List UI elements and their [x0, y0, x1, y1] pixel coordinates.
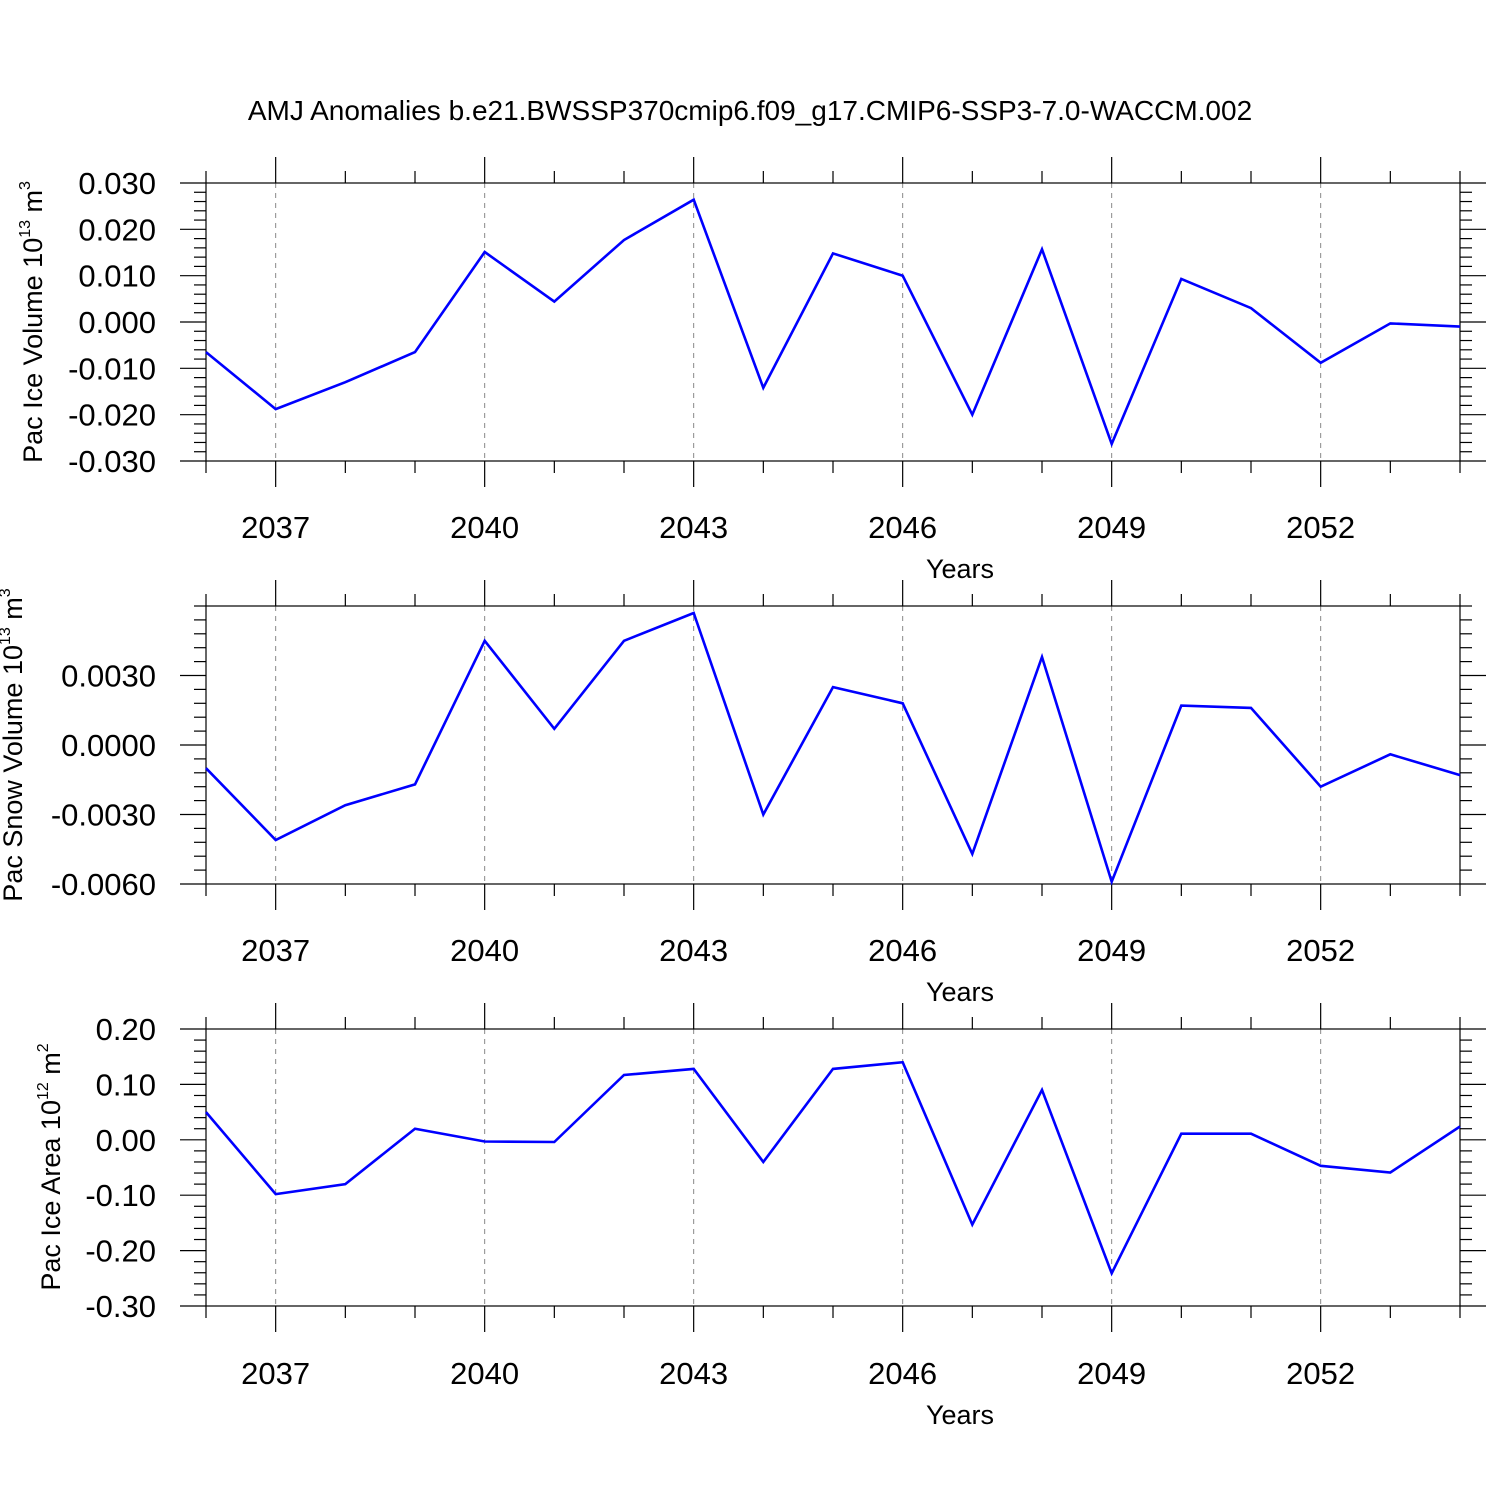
y-axis-label-exponent: 13: [17, 220, 34, 238]
y-tick-label: 0.10: [96, 1067, 156, 1102]
y-tick-label: 0.010: [78, 259, 156, 294]
x-axis-label: Years: [926, 1400, 994, 1430]
y-tick-label: -0.20: [85, 1234, 156, 1269]
y-tick-label: 0.00: [96, 1123, 156, 1158]
series-line: [205, 1060, 1461, 1277]
y-tick-label: 0.000: [78, 305, 156, 340]
y-axis-label-text: m: [36, 1052, 66, 1082]
plot-frame: [205, 605, 1461, 885]
y-axis-label-exponent: 2: [35, 1043, 52, 1052]
panel-snow-volume: 2037 2040 2043 2046 2049 2052 0.0030 0.0000 -0.0…: [0, 580, 1486, 1007]
x-tick-label: 2049: [1077, 933, 1146, 968]
figure-title: AMJ Anomalies b.e21.BWSSP370cmip6.f09_g1…: [248, 95, 1252, 126]
y-tick-label: 0.030: [78, 166, 156, 201]
x-axis-label: Years: [926, 554, 994, 584]
y-axis-label: Pac Ice Area 1012 m2: [35, 1043, 66, 1290]
y-axis-label-exponent: 12: [35, 1082, 52, 1100]
series-line: [205, 611, 1461, 886]
x-tick-label: 2043: [659, 1356, 728, 1391]
series-line: [205, 197, 1461, 448]
x-axis-label: Years: [926, 977, 994, 1007]
panel-ice-volume: 2037 2040 2043 2046 2049 2052 0.030 0.020 0.010 0…: [17, 157, 1486, 584]
y-tick-label: -0.10: [85, 1178, 156, 1213]
y-axis-label-text: m: [18, 190, 48, 220]
y-tick-label: -0.020: [68, 398, 156, 433]
x-tick-label: 2046: [868, 933, 937, 968]
y-axis-label-text: m: [0, 597, 28, 627]
y-axis-label: Pac Ice Volume 1013 m3: [17, 181, 48, 463]
x-tick-label: 2052: [1286, 510, 1355, 545]
x-tick-label: 2037: [241, 1356, 310, 1391]
x-tick-label: 2046: [868, 510, 937, 545]
y-tick-label: -0.010: [68, 351, 156, 386]
x-tick-label: 2040: [450, 933, 519, 968]
x-tick-label: 2052: [1286, 933, 1355, 968]
y-axis-label-text: Pac Ice Volume 10: [18, 238, 48, 463]
plot-frame: [205, 182, 1461, 462]
y-tick-label: 0.0030: [61, 659, 156, 694]
x-tick-label: 2040: [450, 1356, 519, 1391]
x-tick-label: 2046: [868, 1356, 937, 1391]
x-tick-label: 2037: [241, 933, 310, 968]
y-axis-label-exponent: 3: [17, 181, 34, 190]
y-tick-label: -0.30: [85, 1289, 156, 1324]
x-tick-label: 2049: [1077, 510, 1146, 545]
x-tick-label: 2049: [1077, 1356, 1146, 1391]
y-axis-label-text: Pac Ice Area 10: [36, 1100, 66, 1291]
y-tick-label: 0.020: [78, 212, 156, 247]
y-tick-label: -0.0030: [51, 798, 156, 833]
y-tick-label: -0.030: [68, 444, 156, 479]
x-tick-label: 2043: [659, 933, 728, 968]
panel-ice-area: 2037 2040 2043 2046 2049 2052 0.20 0.10 0.00 -0.1…: [35, 1003, 1486, 1430]
y-tick-label: 0.20: [96, 1012, 156, 1047]
y-axis-label-exponent: 3: [0, 588, 14, 597]
y-axis-label-exponent: 13: [0, 627, 14, 645]
plot-frame: [205, 1028, 1461, 1307]
y-axis-label: Pac Snow Volume 1013 m3: [0, 588, 28, 901]
x-tick-label: 2037: [241, 510, 310, 545]
y-tick-label: 0.0000: [61, 728, 156, 763]
x-tick-label: 2052: [1286, 1356, 1355, 1391]
x-tick-label: 2043: [659, 510, 728, 545]
y-axis-label-text: Pac Snow Volume 10: [0, 645, 28, 902]
y-tick-label: -0.0060: [51, 867, 156, 902]
x-tick-label: 2040: [450, 510, 519, 545]
